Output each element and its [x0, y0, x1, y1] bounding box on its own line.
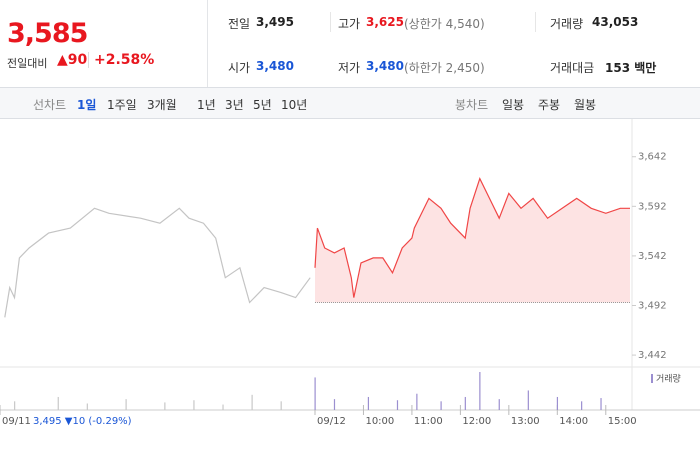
divider	[330, 12, 331, 32]
info-value: 3,625	[366, 15, 404, 29]
x-tick-label: 09/11	[2, 416, 31, 427]
tab-bar: 선차트 봉차트 1일 1주일 3개월 1년 3년 5년 10년 일봉 주봉 월봉	[0, 88, 700, 119]
tab-group-label: 선차트	[33, 98, 67, 112]
range-tab[interactable]: 5년	[253, 98, 272, 112]
y-tick-label: 3,592	[638, 201, 667, 212]
info-label: 전일	[228, 17, 251, 31]
y-tick-label: 3,442	[638, 350, 667, 361]
info-label: 거래량	[550, 17, 584, 31]
candle-tab[interactable]: 일봉	[502, 98, 525, 112]
line	[314, 177, 630, 298]
info-value: 3,495	[256, 15, 294, 29]
volume-bar	[556, 396, 559, 410]
candle-tab[interactable]: 주봉	[538, 98, 561, 112]
x-tick-label: 14:00	[559, 416, 588, 427]
tab-group-label: 봉차트	[455, 98, 489, 112]
volume-bar	[164, 402, 166, 410]
volume-bar	[193, 400, 195, 410]
volume-bar	[14, 401, 16, 410]
area	[315, 178, 630, 303]
price-box: 3,585 전일대비 ▲90 +2.58%	[0, 0, 208, 87]
x-tick-label: 12:00	[462, 416, 491, 427]
info-label: 고가	[338, 17, 361, 31]
info-label: 거래대금	[550, 61, 595, 75]
volume-bar	[57, 396, 59, 410]
volume-bar	[464, 396, 466, 410]
header: 3,585 전일대비 ▲90 +2.58% 전일 3,495 고가 3,625 (상한가…	[0, 0, 700, 88]
range-tab[interactable]: 3개월	[147, 98, 177, 112]
y-tick-label: 3,542	[638, 251, 667, 262]
info-extra: (하한가 2,450)	[404, 61, 485, 75]
y-tick-label: 3,642	[638, 152, 667, 163]
volume-bar	[86, 403, 88, 410]
prev-summary: 3,495 ▼10 (-0.29%)	[33, 416, 132, 427]
volume-bar	[251, 394, 253, 410]
volume-bar	[396, 400, 399, 410]
volume-bar	[600, 398, 602, 410]
change: ▲90	[57, 52, 88, 68]
volume-bar	[581, 401, 583, 410]
y-tick-label: 3,492	[638, 300, 667, 311]
info-extra: (상한가 4,540)	[404, 17, 485, 31]
info-value: 153 백만	[605, 61, 657, 75]
x-tick-label: 09/12	[317, 416, 346, 427]
x-tick-label: 13:00	[511, 416, 540, 427]
volume-bar	[367, 396, 370, 410]
volume-bar	[314, 377, 316, 410]
info-label: 저가	[338, 61, 361, 75]
range-tab[interactable]: 10년	[281, 98, 308, 112]
range-tab[interactable]: 3년	[225, 98, 244, 112]
range-tab[interactable]: 1주일	[107, 98, 137, 112]
volume-bar	[222, 404, 224, 410]
volume-bar	[280, 401, 282, 410]
volume-legend-swatch	[651, 374, 653, 383]
volume-bar	[333, 399, 336, 410]
x-tick-label: 10:00	[365, 416, 394, 427]
price: 3,585	[7, 18, 88, 49]
x-tick-label: 11:00	[414, 416, 443, 427]
info-value: 3,480	[256, 59, 294, 73]
volume-bar	[479, 372, 481, 410]
divider	[535, 12, 536, 32]
change-rate: +2.58%	[88, 52, 154, 68]
volume-bar	[416, 393, 418, 410]
candle-tab[interactable]: 월봉	[574, 98, 597, 112]
volume-legend: 거래량	[656, 373, 681, 385]
volume-bar	[527, 390, 529, 410]
volume-bar	[125, 399, 127, 410]
x-tick-label: 15:00	[608, 416, 637, 427]
line	[4, 207, 311, 318]
volume-bar	[498, 399, 500, 410]
change-label: 전일대비	[7, 57, 48, 70]
range-tab[interactable]: 1일	[77, 98, 97, 112]
range-tab[interactable]: 1년	[197, 98, 216, 112]
info-value: 3,480	[366, 59, 404, 73]
info-value: 43,053	[592, 15, 639, 29]
info-label: 시가	[228, 61, 251, 75]
volume-bar	[440, 401, 442, 410]
